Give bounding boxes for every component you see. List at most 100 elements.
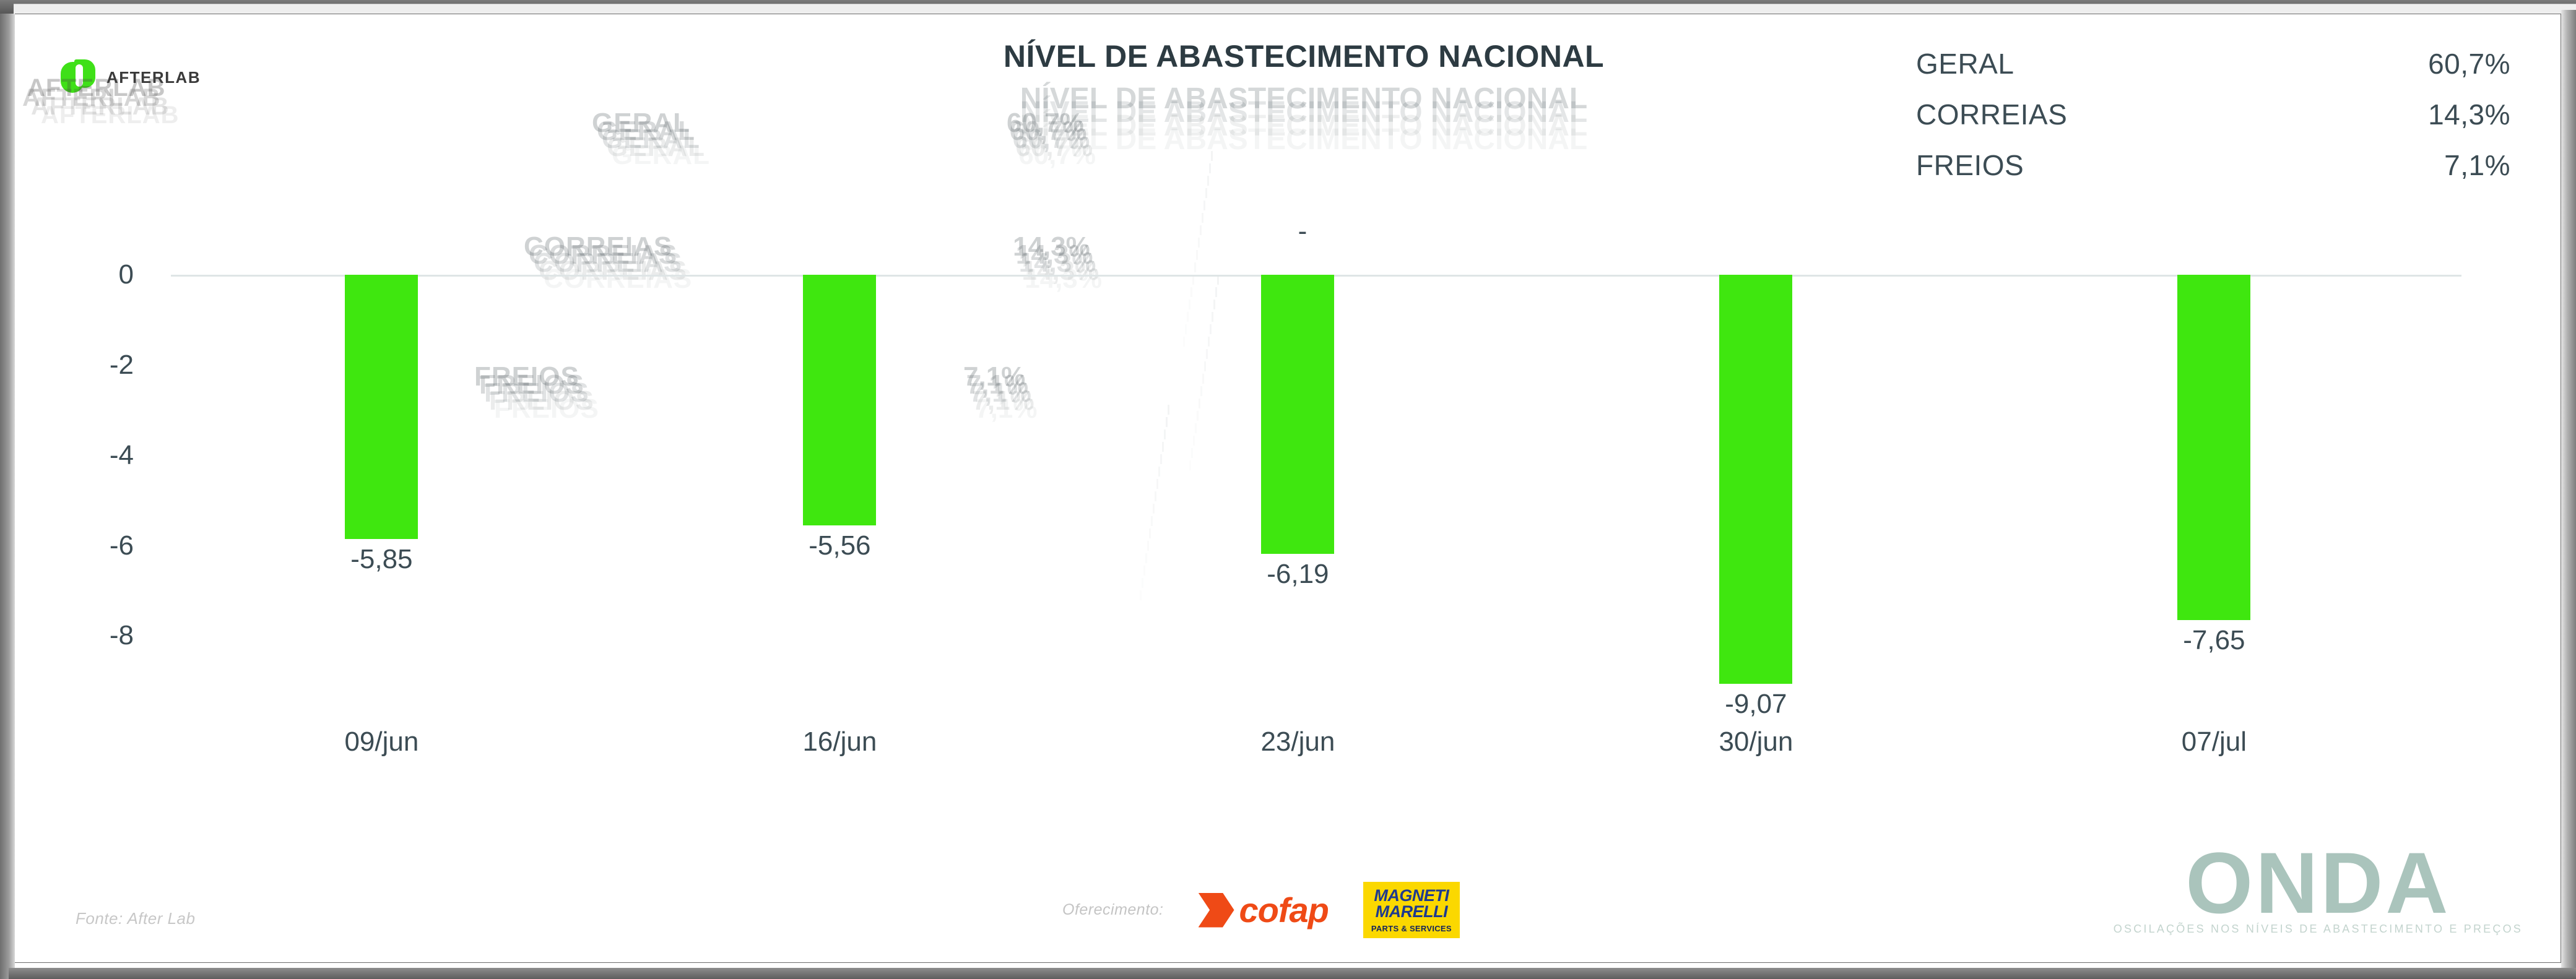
legend-label-ghost: FREIOS (479, 369, 584, 400)
motion-streak (1213, 300, 1215, 309)
motion-streak (1160, 454, 1162, 464)
legend-label-ghost: FREIOS (489, 386, 594, 416)
legend-row-geral: GERAL 60,7% (1916, 47, 2510, 80)
motion-streak (1203, 201, 1205, 210)
legend-row-freios: FREIOS 7,1% (1916, 149, 2510, 182)
orphan-dash-label: - (1298, 216, 1308, 246)
legend-label-ghost: FREIOS (474, 361, 579, 392)
window-left-edge (0, 0, 15, 979)
y-axis-tick-label: -6 (109, 530, 134, 561)
onda-subtitle: OSCILAÇÕES NOS NÍVEIS DE ABASTECIMENTO E… (2113, 923, 2523, 935)
brand-logo: AFTERLAB (61, 59, 201, 95)
x-axis-tick-label: 23/jun (1260, 727, 1335, 757)
bar-value-label: -5,56 (809, 530, 871, 561)
brand-name: AFTERLAB (106, 67, 201, 87)
legend-value-ghost: 7,1% (972, 386, 1034, 416)
bar[interactable] (345, 275, 418, 539)
legend-value-ghost: 14,3% (1013, 231, 1090, 262)
legend-value-ghost: 7,1% (969, 377, 1031, 408)
motion-streak (1198, 238, 1200, 248)
motion-streak (1204, 361, 1206, 371)
legend-value-ghost: 7,1% (963, 361, 1026, 392)
legend-value-ghost: 14,3% (1018, 248, 1096, 278)
motion-streak (1194, 262, 1196, 272)
motion-streak (1199, 399, 1200, 408)
legend-value-ghost: 60,7% (1009, 116, 1087, 146)
onda-wordmark: ONDA (2185, 834, 2451, 932)
x-axis-tick-label: 16/jun (802, 727, 877, 757)
window-title-bar-inner (14, 4, 2576, 14)
brand-name-ghost-3: AFTERLAB (31, 93, 170, 120)
motion-streak (1200, 386, 1202, 396)
motion-streak (1202, 374, 1204, 384)
window-right-edge (2561, 10, 2576, 979)
x-axis-tick-label: 30/jun (1719, 727, 1793, 757)
legend-value-ghost: 60,7% (1015, 132, 1093, 162)
y-axis-tick-label: -4 (109, 439, 134, 470)
bar-value-label: -6,19 (1267, 559, 1329, 590)
legend-label-ghost: CORREIAS (539, 256, 688, 286)
chart-plot-area: 0 -2 -4 -6 -8 -5,85 -5,56 -6,19 -9,07 -7,65 09/j… (110, 216, 2461, 757)
y-axis-tick-label: 0 (118, 259, 134, 290)
legend-label-ghost: CORREIAS (524, 231, 673, 262)
sponsor-caption: Oferecimento: (1062, 901, 1164, 918)
motion-streak (1164, 429, 1166, 439)
onda-watermark: ONDA OSCILAÇÕES NOS NÍVEIS DE ABASTECIME… (2113, 834, 2523, 936)
bar[interactable] (1719, 275, 1793, 684)
x-axis-tick-label: 09/jun (344, 727, 419, 757)
motion-streak (1202, 213, 1203, 223)
marelli-line-2: MARELLI (1375, 902, 1448, 921)
cofap-logo: cofap (1198, 890, 1329, 930)
motion-streak (1205, 188, 1207, 198)
cofap-arrow-icon (1198, 892, 1234, 928)
legend-label-geral: GERAL (1916, 48, 2014, 80)
window-title-bar[interactable] (0, 0, 2576, 14)
marelli-line-1: MAGNETI (1374, 886, 1449, 905)
legend-value-geral: 60,7% (2428, 48, 2510, 80)
legend-label-ghost: CORREIAS (534, 248, 683, 278)
window-bottom-edge (9, 968, 2576, 979)
y-axis-tick-label: -2 (109, 349, 134, 380)
afterlab-leaf-icon (61, 59, 97, 95)
magneti-marelli-logo: MAGNETI MARELLI PARTS & SERVICES (1363, 882, 1460, 938)
motion-streak (1162, 442, 1164, 452)
brand-name-ghost-1: AFTERLAB (27, 74, 166, 101)
motion-streak (1206, 349, 1208, 359)
y-axis-tick-label: -8 (109, 620, 134, 651)
page-title-ghost-4: NÍVEL DE ABASTECIMENTO NACIONAL (1020, 123, 1588, 156)
slide-canvas: AFTERLAB AFTERLAB AFTERLAB AFTERLAB AFTE… (16, 15, 2560, 962)
page-title: NÍVEL DE ABASTECIMENTO NACIONAL (1003, 39, 1605, 74)
bar[interactable] (2177, 275, 2251, 620)
motion-streak (1209, 163, 1211, 173)
legend-label-ghost: GERAL (607, 132, 705, 162)
legend-label-ghost: GERAL (597, 116, 695, 146)
motion-streak (1192, 275, 1194, 285)
motion-streak (1210, 324, 1212, 334)
motion-streak (1211, 151, 1213, 161)
legend-label-freios: FREIOS (1916, 149, 2024, 181)
motion-streak (1153, 504, 1155, 514)
legend-label-ghost: GERAL (592, 108, 690, 138)
bar-value-label: -7,65 (2183, 624, 2245, 655)
cofap-wordmark: cofap (1239, 891, 1329, 929)
motion-streak (1155, 491, 1156, 501)
page-title-ghost-2: NÍVEL DE ABASTECIMENTO NACIONAL (1020, 96, 1588, 129)
brand-name-ghost-2: AFTERLAB (22, 84, 161, 111)
motion-streak (1207, 176, 1209, 186)
motion-streak (1196, 250, 1198, 260)
motion-streak (1208, 337, 1210, 347)
marelli-tagline: PARTS & SERVICES (1371, 924, 1452, 933)
legend-value-ghost: 60,7% (1007, 108, 1084, 138)
legend-value-ghost: 14,3% (1015, 239, 1093, 270)
bar[interactable] (1261, 275, 1335, 554)
motion-streak (1168, 405, 1169, 415)
legend-label-ghost: GERAL (602, 124, 700, 154)
legend-label-ghost: CORREIAS (529, 239, 678, 270)
page-title-ghost-3: NÍVEL DE ABASTECIMENTO NACIONAL (1020, 110, 1588, 142)
legend-value-ghost: 14,3% (1025, 264, 1102, 294)
bar[interactable] (803, 275, 877, 526)
legend-value-freios: 7,1% (2444, 149, 2510, 181)
brand-name-ghost-4: AFTERLAB (41, 101, 180, 129)
source-note: Fonte: After Lab (76, 909, 196, 928)
